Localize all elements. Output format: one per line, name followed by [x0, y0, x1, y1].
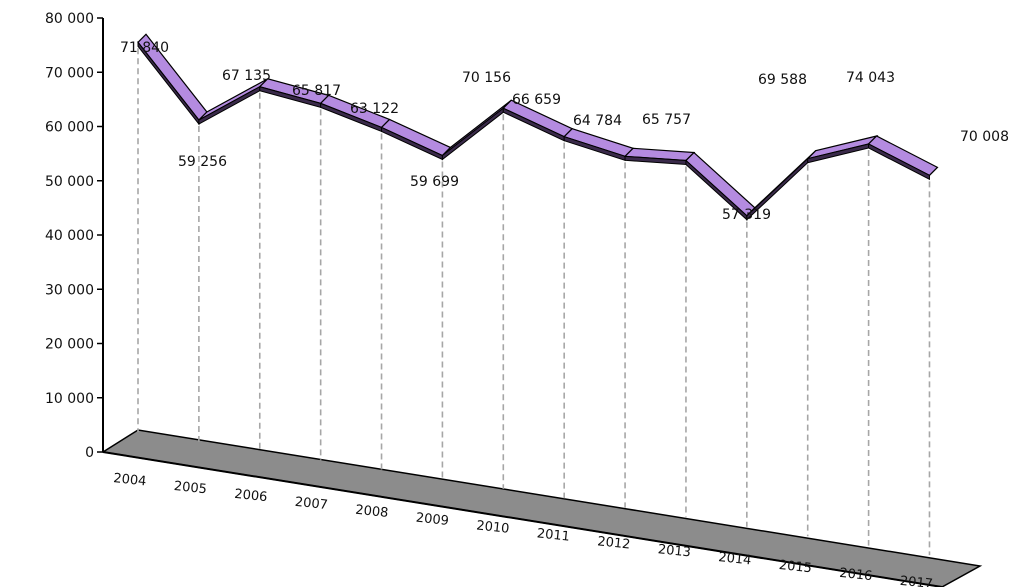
x-tick-label: 2012 [597, 534, 631, 552]
y-tick-label: 40 000 [45, 228, 94, 244]
ribbon-segment-2016 [867, 135, 939, 177]
x-tick-label: 2014 [718, 550, 752, 568]
data-label-2007: 65 817 [292, 83, 341, 99]
x-tick-label: 2004 [113, 471, 147, 489]
y-tick-label: 10 000 [45, 391, 94, 407]
data-label-2017: 70 008 [960, 129, 1009, 145]
chart-floor [100, 429, 983, 587]
data-label-2013: 65 757 [642, 112, 691, 128]
y-tick-label: 60 000 [45, 120, 94, 136]
y-tick-label: 30 000 [45, 282, 94, 298]
y-tick-label: 20 000 [45, 337, 94, 353]
data-label-2014: 57 319 [722, 207, 771, 223]
data-label-2009: 59 699 [410, 174, 459, 190]
data-label-2008: 63 122 [350, 101, 399, 117]
ribbon-edge-2016 [868, 143, 930, 181]
series-ribbon [137, 33, 939, 221]
y-tick-label: 50 000 [45, 174, 94, 190]
x-tick-label: 2007 [294, 495, 328, 513]
x-tick-labels: 2004 2005 2006 2007 2008 2009 2010 2011 2012 2013… [113, 471, 934, 587]
x-tick-label: 2009 [415, 511, 449, 529]
x-axis-line [102, 451, 943, 587]
data-labels: 71 840 59 256 67 135 65 817 63 122 59 699 70 1… [120, 40, 1009, 223]
x-tick-label: 2011 [536, 526, 570, 544]
floor-plane [100, 429, 983, 587]
data-label-2006: 67 135 [222, 68, 271, 84]
x-tick-label: 2008 [355, 503, 389, 521]
data-label-2005: 59 256 [178, 154, 227, 170]
data-label-2012: 64 784 [573, 113, 622, 129]
y-tick-labels: 0 10 000 20 000 30 000 40 000 50 000 60 000 70 … [45, 11, 103, 461]
data-label-2015: 69 588 [758, 72, 807, 88]
data-label-2010: 70 156 [462, 70, 511, 86]
data-label-2004: 71 840 [120, 40, 169, 56]
x-tick-label: 2017 [899, 574, 933, 587]
x-tick-label: 2006 [234, 487, 268, 505]
ribbon-edge-2005 [198, 85, 261, 125]
y-tick-label: 0 [85, 445, 94, 461]
data-label-2011: 66 659 [512, 92, 561, 108]
y-tick-label: 80 000 [45, 11, 94, 27]
x-tick-label: 2016 [839, 566, 873, 584]
ribbon-segment-2008 [380, 118, 452, 157]
x-tick-label: 2015 [778, 558, 812, 576]
x-tick-label: 2013 [657, 542, 691, 560]
ribbon-edge-2009 [441, 107, 504, 161]
x-tick-label: 2005 [173, 479, 207, 497]
x-tick-label: 2010 [476, 518, 510, 536]
y-tick-label: 70 000 [45, 65, 94, 81]
data-label-2016: 74 043 [846, 70, 895, 86]
drop-lines [137, 48, 931, 556]
